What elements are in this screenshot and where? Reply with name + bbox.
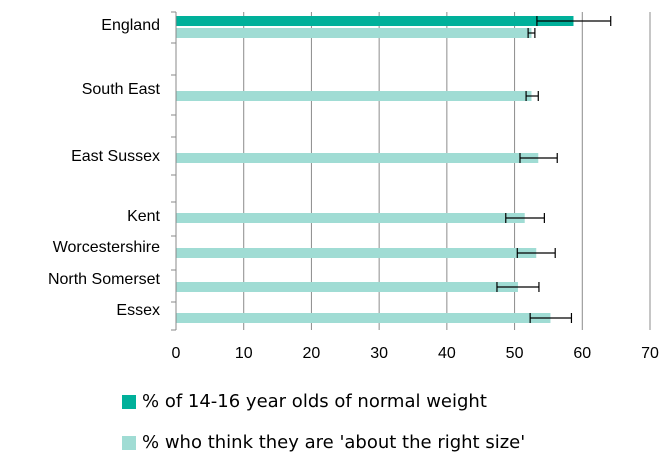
legend-swatch-normal-weight — [122, 394, 136, 409]
bar-england-series-0 — [176, 16, 574, 26]
y-axis-ticks — [171, 11, 176, 331]
category-label: Kent — [127, 208, 160, 225]
x-tick-label: 30 — [370, 345, 388, 362]
x-tick-labels: 0 10 20 30 40 50 60 70 — [172, 345, 659, 362]
category-label: South East — [82, 81, 161, 98]
category-label: Worcestershire — [53, 239, 160, 256]
error-bar-kent-series-1 — [505, 213, 545, 223]
bar-essex-series-1 — [176, 313, 551, 323]
legend-swatch-right-size — [122, 435, 136, 450]
bar-south-east-series-1 — [176, 91, 532, 101]
error-bars — [496, 16, 612, 323]
error-bar-essex-series-1 — [529, 313, 573, 323]
gridlines — [243, 12, 651, 330]
x-tick-label: 20 — [303, 345, 321, 362]
category-label: North Somerset — [48, 271, 161, 288]
category-labels: England South East East Sussex Kent Worceste… — [48, 17, 161, 319]
x-tick-label: 40 — [438, 345, 456, 362]
x-tick-label: 70 — [641, 345, 659, 362]
category-label: East Sussex — [71, 148, 160, 165]
x-tick-label: 0 — [172, 345, 181, 362]
x-tick-label: 50 — [506, 345, 524, 362]
bar-east-sussex-series-1 — [176, 153, 539, 163]
legend-item-normal-weight: % of 14-16 year olds of normal weight — [122, 391, 487, 412]
bars — [176, 16, 574, 323]
error-bar-worcestershire-series-1 — [516, 248, 556, 258]
x-tick-label: 60 — [573, 345, 591, 362]
category-label: Essex — [116, 302, 160, 319]
legend-label-normal-weight: % of 14-16 year olds of normal weight — [142, 391, 487, 412]
category-label: England — [101, 17, 160, 34]
legend-label-right-size: % who think they are 'about the right si… — [142, 432, 526, 453]
error-bar-south-east-series-1 — [525, 91, 539, 101]
x-tick-label: 10 — [235, 345, 253, 362]
bar-north-somerset-series-1 — [176, 282, 518, 292]
bar-england-series-1 — [176, 28, 532, 38]
error-bar-north-somerset-series-1 — [496, 282, 540, 292]
legend-item-right-size: % who think they are 'about the right si… — [122, 432, 525, 453]
error-bar-east-sussex-series-1 — [519, 153, 558, 163]
bar-worcestershire-series-1 — [176, 248, 537, 258]
error-bar-england-series-0 — [536, 16, 612, 26]
error-bar-england-series-1 — [527, 28, 536, 38]
bar-kent-series-1 — [176, 213, 525, 223]
